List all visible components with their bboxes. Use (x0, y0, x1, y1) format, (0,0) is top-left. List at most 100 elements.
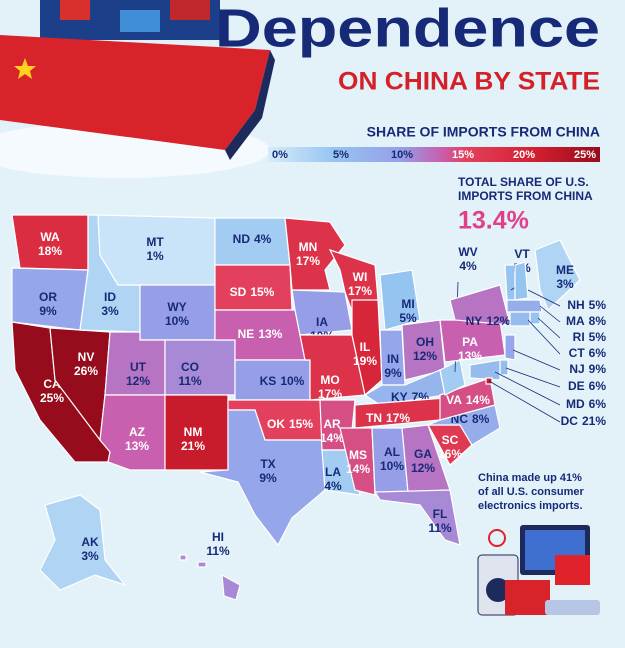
state-value: 21% (582, 414, 606, 428)
state-value: 9% (259, 471, 277, 485)
state-value: 26% (74, 364, 98, 378)
state (506, 299, 543, 313)
state-value: 12% (486, 314, 510, 328)
state-value: 14% (346, 462, 370, 476)
state-code: MA (566, 314, 585, 328)
total-label: IMPORTS FROM CHINA (458, 189, 593, 203)
legend-tick-label: 15% (452, 149, 474, 161)
state-code: AR (323, 417, 341, 431)
state-label: ND 4% (233, 232, 272, 246)
star (14, 58, 36, 79)
state-value: 8% (472, 412, 490, 426)
state-value: 15% (250, 285, 274, 299)
state-value: 9% (39, 304, 57, 318)
state-value: 10% (380, 459, 404, 473)
state (379, 269, 421, 331)
state-code: IL (360, 340, 371, 354)
state-code: SD (230, 285, 247, 299)
state-value: 3% (101, 304, 119, 318)
state (439, 377, 496, 421)
state-code: DE (568, 379, 585, 393)
state-code: HI (212, 530, 224, 544)
legend-tick-label: 25% (574, 149, 596, 161)
state-value: 17% (296, 254, 320, 268)
callout-line (494, 371, 561, 406)
state-label: TN 17% (366, 411, 410, 425)
state-value: 10% (280, 374, 304, 388)
state-value: 21% (181, 439, 205, 453)
state-label: OK 15% (267, 417, 313, 431)
callout-line (537, 317, 561, 339)
state-code: PA (462, 335, 478, 349)
state (339, 427, 376, 496)
drone (488, 529, 506, 547)
state-code: OH (416, 335, 434, 349)
state (514, 261, 529, 301)
state-value: 5% (589, 298, 607, 312)
state-label: DC 21% (561, 414, 607, 428)
state-label: SD 15% (230, 285, 275, 299)
state-label: DE 6% (568, 379, 606, 393)
state-value: 17% (348, 284, 372, 298)
state (439, 359, 466, 396)
box (555, 555, 590, 585)
state-code: NV (78, 350, 95, 364)
state-value: 3% (81, 549, 99, 563)
state-value: 14% (466, 393, 490, 407)
callout-line (527, 319, 561, 355)
state-value: 9% (384, 366, 402, 380)
state-value: 6% (589, 346, 607, 360)
subtitle: ON CHINA BY STATE (338, 68, 600, 96)
state (504, 334, 516, 361)
state-value: 18% (38, 244, 62, 258)
state-label: NJ 9% (569, 362, 606, 376)
state-value: 10% (165, 314, 189, 328)
state-value: 15% (289, 417, 313, 431)
note-line: China made up 41% (478, 472, 582, 484)
legend-tick-label: 20% (513, 149, 535, 161)
hull (0, 35, 270, 150)
state-code: IN (387, 352, 399, 366)
state-code: MN (299, 240, 318, 254)
state-code: SC (442, 433, 459, 447)
container (120, 10, 160, 32)
state-code: WV (458, 245, 477, 259)
state-code: MS (349, 448, 367, 462)
state-code: NJ (569, 362, 584, 376)
state-value: 1% (146, 249, 164, 263)
state-code: MT (146, 235, 164, 249)
state (499, 359, 509, 376)
state-value: 25% (40, 391, 64, 405)
state-value: 8% (589, 314, 607, 328)
laptop (505, 580, 550, 615)
state-code: FL (433, 507, 448, 521)
state-code: KS (260, 374, 277, 388)
state-code: OK (267, 417, 285, 431)
state-code: UT (130, 360, 147, 374)
state-code: AZ (129, 425, 145, 439)
state-code: MD (566, 397, 585, 411)
state-value: 6% (589, 379, 607, 393)
state-code: CT (569, 346, 586, 360)
container (60, 0, 90, 20)
legend-title: SHARE OF IMPORTS FROM CHINA (367, 124, 600, 140)
state-value: 3% (556, 277, 574, 291)
state-code: WA (40, 230, 60, 244)
electronics-icon (477, 525, 600, 616)
state (469, 359, 501, 381)
state (284, 217, 346, 291)
state-code: CO (181, 360, 199, 374)
legend-tick-label: 0% (272, 149, 288, 161)
state-code: TN (366, 411, 382, 425)
state-code: ME (556, 263, 574, 277)
ship (0, 0, 275, 178)
state-label: MA 8% (566, 314, 606, 328)
title: Dependence (215, 0, 600, 58)
state-code: ND (233, 232, 251, 246)
state (534, 239, 581, 312)
state-code: OR (39, 290, 57, 304)
state-value: 11% (206, 544, 230, 558)
legend-tick-label: 5% (333, 149, 349, 161)
state (291, 289, 353, 336)
